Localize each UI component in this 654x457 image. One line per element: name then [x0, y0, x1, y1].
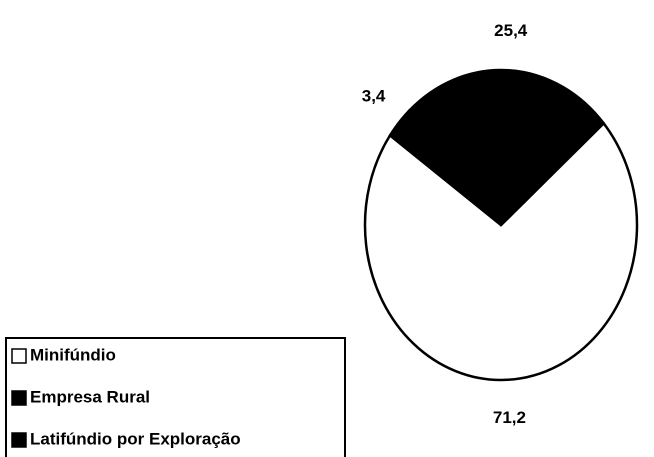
pie-slice: [407, 68, 606, 227]
legend-swatch: [11, 348, 27, 364]
data-label: 3,4: [362, 86, 386, 105]
legend-swatch: [11, 390, 27, 406]
pie-slice: [363, 121, 639, 382]
legend-label: Empresa Rural: [30, 387, 150, 406]
legend-label: Latifúndio por Exploração: [30, 429, 241, 448]
data-label: 25,4: [494, 21, 528, 40]
legend-swatch: [11, 432, 27, 448]
data-label: 71,2: [493, 408, 526, 427]
legend-label: Minifúndio: [30, 345, 116, 364]
legend-box: [5, 337, 346, 457]
